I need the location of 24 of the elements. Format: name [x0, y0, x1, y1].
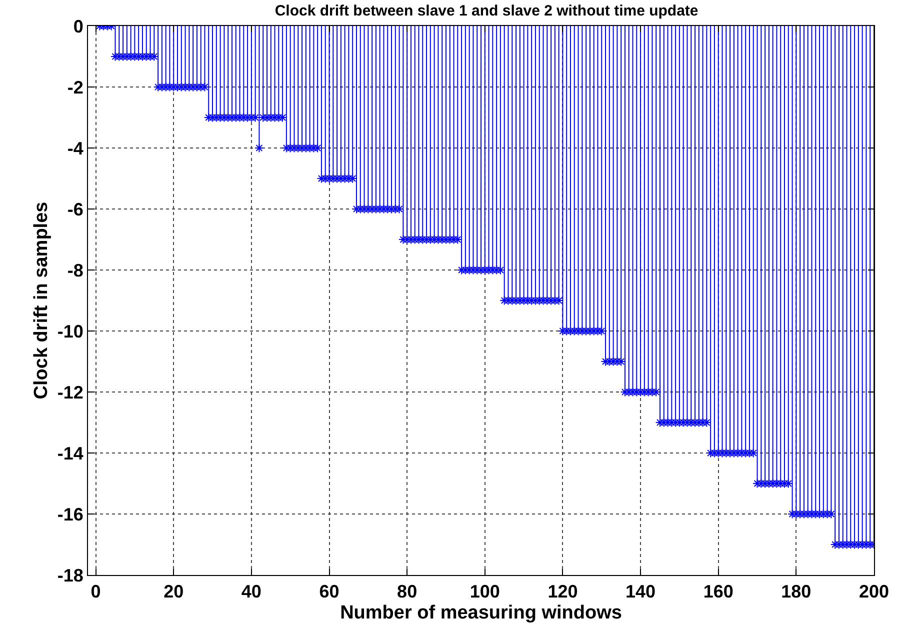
y-tick-label: -2 [67, 77, 84, 98]
x-axis-title: Number of measuring windows [340, 602, 622, 624]
y-tick-label: -8 [67, 260, 84, 280]
x-tick-label: 160 [703, 582, 734, 602]
y-tick-label: -10 [57, 321, 84, 342]
y-tick-label: -6 [67, 199, 84, 220]
y-tick-label: -4 [67, 138, 84, 158]
y-tick-label: -14 [57, 443, 84, 464]
y-tick-label: -12 [57, 382, 84, 402]
y-tick-label: -16 [57, 504, 84, 524]
x-tick-label: 0 [90, 582, 101, 602]
y-tick-label: -18 [57, 565, 84, 586]
x-tick-label: 40 [241, 582, 262, 602]
x-tick-label: 180 [781, 582, 812, 602]
x-tick-label: 20 [164, 582, 184, 602]
x-tick-label: 140 [626, 582, 656, 602]
chart-title: Clock drift between slave 1 and slave 2 without time update [274, 2, 698, 20]
y-axis-title: Clock drift in samples [31, 202, 52, 400]
x-tick-label: 100 [470, 582, 500, 602]
y-tick-label: 0 [73, 16, 84, 36]
x-tick-label: 80 [397, 582, 418, 602]
x-tick-label: 120 [548, 582, 578, 602]
x-tick-label: 60 [319, 582, 340, 602]
x-tick-label: 200 [858, 582, 890, 602]
